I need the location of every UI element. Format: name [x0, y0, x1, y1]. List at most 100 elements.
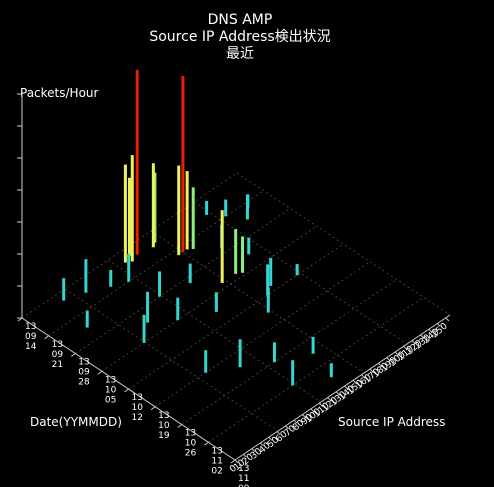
x-tick [268, 436, 273, 441]
x-tick-label: 250 [430, 321, 450, 340]
spike [176, 297, 180, 321]
floor-grid [48, 190, 264, 336]
spike [266, 287, 270, 313]
x-tick [386, 357, 391, 362]
spike [123, 164, 127, 263]
spike [188, 263, 192, 284]
spike [127, 253, 131, 282]
floor-grid [75, 208, 291, 354]
spike [130, 155, 134, 262]
z-tick [124, 388, 129, 393]
spike [191, 187, 195, 249]
z-tick-label: 13 [105, 375, 116, 385]
spike [177, 165, 181, 256]
spike [220, 210, 224, 283]
x-tick [344, 385, 348, 390]
spike [238, 339, 242, 368]
spike [153, 172, 157, 243]
spike [269, 257, 273, 286]
z-tick [177, 424, 183, 428]
x-axis [234, 314, 451, 461]
x-tick-label: 0 [228, 463, 239, 475]
z-tick-label: 26 [185, 449, 197, 459]
z-tick-label: 12 [132, 413, 143, 423]
x-tick [436, 323, 441, 327]
chart-subtitle: Source IP Address検出状況 [149, 29, 330, 45]
z-tick-label: 13 [25, 322, 36, 332]
x-tick [251, 448, 256, 452]
spike [151, 163, 155, 248]
z-axis-label: Date(YYMMDD) [30, 415, 122, 429]
spike [245, 194, 249, 220]
floor-grid [181, 279, 397, 425]
spike [311, 336, 315, 354]
x-tick [369, 368, 374, 373]
x-tick [445, 317, 450, 322]
z-tick-label: 10 [105, 385, 117, 395]
spike [224, 199, 228, 217]
chart-subtitle: 最近 [226, 46, 254, 62]
z-tick-label: 19 [158, 431, 170, 441]
x-tick [361, 374, 365, 379]
x-tick [302, 414, 306, 418]
spike [85, 310, 89, 328]
z-tick-label: 13 [52, 340, 63, 350]
z-tick-label: 10 [158, 421, 170, 431]
spike [146, 291, 150, 323]
z-tick-label: 13 [78, 358, 89, 368]
z-tick-label: 09 [52, 350, 64, 360]
spike [272, 342, 276, 362]
spike [234, 229, 238, 274]
z-tick-label: 13 [158, 411, 169, 421]
spike [205, 200, 209, 215]
spike [241, 236, 245, 273]
z-tick-label: 28 [78, 378, 90, 388]
x-tick [377, 362, 382, 367]
spike [204, 350, 208, 373]
floor-grid [208, 297, 424, 443]
z-tick [204, 441, 209, 446]
spike [214, 292, 218, 312]
spike [185, 171, 189, 250]
z-tick-label: 21 [52, 360, 63, 370]
x-tick [285, 425, 289, 430]
spike [158, 271, 162, 297]
x-axis-label: Source IP Address [338, 415, 445, 429]
z-tick-label: 13 [185, 429, 196, 439]
z-tick-label: 13 [211, 446, 222, 456]
spike [127, 177, 131, 257]
z-tick [17, 317, 23, 322]
z-tick-label: 02 [211, 466, 222, 476]
x-tick [420, 334, 424, 339]
z-tick [70, 353, 76, 357]
x-tick [394, 351, 399, 356]
z-tick-label: 05 [105, 395, 116, 405]
spike [62, 278, 66, 301]
z-tick-label: 13 [132, 393, 143, 403]
x-tick [335, 391, 340, 396]
floor-grid [193, 201, 408, 345]
z-tick-label: 09 [238, 484, 250, 487]
spike [142, 314, 146, 343]
z-tick [44, 335, 49, 340]
floor-grid [154, 261, 371, 407]
spike [291, 360, 295, 386]
x-tick [310, 408, 315, 413]
spike [109, 269, 113, 287]
z-tick [150, 406, 156, 411]
x-tick [327, 397, 332, 401]
spike [329, 363, 333, 378]
spike [84, 259, 88, 293]
floor-grid [21, 172, 238, 319]
floor-grid [101, 226, 318, 372]
x-tick [234, 459, 239, 464]
z-tick-label: 11 [238, 474, 249, 484]
z-tick-label: 10 [132, 403, 144, 413]
x-tick [293, 419, 298, 424]
z-tick [230, 459, 236, 464]
spike [266, 264, 270, 296]
z-tick-label: 13 [238, 464, 249, 474]
x-tick [352, 380, 357, 384]
spike [247, 237, 251, 255]
